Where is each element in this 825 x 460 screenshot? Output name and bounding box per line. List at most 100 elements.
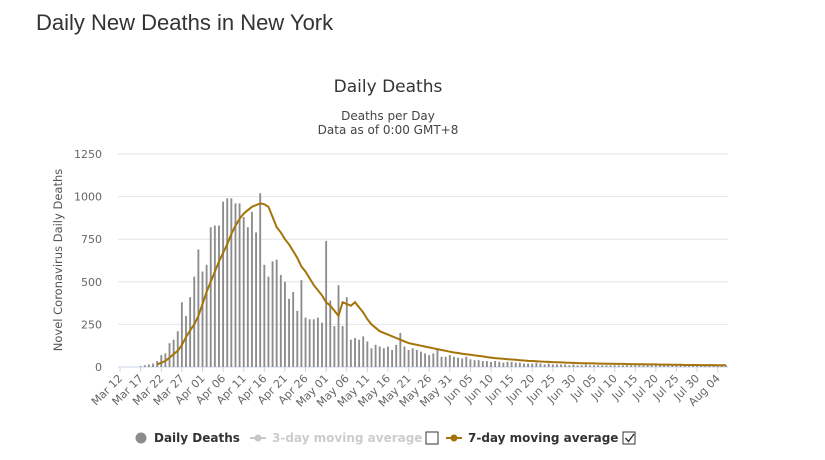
- y-tick-label: 1250: [74, 148, 102, 161]
- daily-deaths-bar: [251, 211, 253, 367]
- daily-deaths-bar: [465, 356, 468, 367]
- daily-deaths-bar: [642, 365, 645, 367]
- daily-deaths-bar: [510, 361, 513, 367]
- daily-deaths-bar: [238, 203, 241, 367]
- daily-deaths-bar: [708, 365, 711, 367]
- legend-item-seven-day-average[interactable]: 7-day moving average: [446, 431, 618, 445]
- daily-deaths-bar: [362, 336, 365, 367]
- daily-deaths-bar: [370, 348, 373, 367]
- daily-deaths-bar: [584, 364, 587, 367]
- daily-deaths-bar: [333, 326, 336, 367]
- legend-marker-daily-deaths: [135, 432, 147, 444]
- daily-deaths-bar: [147, 364, 150, 367]
- daily-deaths-bar: [341, 326, 344, 367]
- daily-deaths-bar: [193, 276, 196, 367]
- daily-deaths-bar: [230, 198, 233, 367]
- daily-deaths-bar: [432, 353, 435, 367]
- daily-deaths-bars: [139, 193, 727, 367]
- daily-deaths-bar: [523, 363, 525, 367]
- daily-deaths-bar: [617, 365, 620, 367]
- daily-deaths-bar: [663, 365, 666, 367]
- daily-deaths-bar: [366, 341, 369, 367]
- daily-deaths-bar: [494, 361, 497, 367]
- daily-deaths-bar: [420, 351, 422, 367]
- daily-deaths-bar: [597, 365, 600, 367]
- daily-deaths-bar: [518, 362, 521, 367]
- daily-deaths-bar: [609, 365, 612, 367]
- daily-deaths-bar: [358, 339, 361, 367]
- daily-deaths-bar: [634, 365, 637, 367]
- daily-deaths-bar: [213, 225, 216, 367]
- legend-label-daily-deaths: Daily Deaths: [154, 431, 240, 445]
- daily-deaths-bar: [626, 365, 628, 367]
- daily-deaths-bar: [354, 338, 356, 367]
- daily-deaths-bar: [461, 358, 464, 367]
- daily-deaths-bar: [308, 319, 311, 367]
- chart-subtitle-line1: Deaths per Day: [341, 109, 435, 123]
- daily-deaths-bar: [671, 365, 674, 367]
- y-axis-ticks: 0 250 500 750 1000 1250: [74, 148, 102, 374]
- daily-deaths-bar: [180, 302, 183, 367]
- legend-item-three-day-average[interactable]: 3-day moving average: [250, 431, 422, 445]
- daily-deaths-bar: [444, 356, 447, 367]
- daily-deaths-bar: [448, 355, 451, 367]
- daily-deaths-bar: [687, 365, 690, 367]
- daily-deaths-bar: [601, 365, 604, 367]
- daily-deaths-bar: [267, 276, 270, 367]
- legend-marker-seven-day-average: [450, 434, 458, 442]
- daily-deaths-bar: [568, 365, 571, 367]
- daily-deaths-bar: [630, 365, 633, 367]
- daily-deaths-bar: [255, 232, 258, 367]
- daily-deaths-bar: [349, 339, 352, 367]
- daily-deaths-bar: [457, 357, 459, 367]
- daily-deaths-bar: [403, 346, 406, 367]
- daily-deaths-bar: [288, 298, 290, 367]
- daily-deaths-bar: [391, 349, 394, 367]
- daily-deaths-bar: [139, 366, 142, 367]
- y-tick-label: 500: [81, 276, 102, 289]
- daily-deaths-bar: [296, 310, 299, 367]
- daily-deaths-bar: [234, 203, 237, 367]
- daily-deaths-bar: [490, 361, 492, 367]
- seven-day-average-checkbox[interactable]: [622, 431, 636, 445]
- daily-deaths-bar: [712, 365, 715, 367]
- daily-deaths-bar: [481, 361, 484, 367]
- y-tick-label: 0: [95, 361, 102, 374]
- daily-deaths-bar: [638, 365, 641, 367]
- daily-deaths-bar: [473, 360, 476, 367]
- daily-deaths-bar: [564, 364, 567, 367]
- daily-deaths-bar: [387, 346, 389, 367]
- daily-deaths-bar: [185, 315, 187, 367]
- daily-deaths-bar: [424, 353, 426, 367]
- daily-deaths-bar: [259, 193, 262, 367]
- daily-deaths-bar: [279, 274, 282, 367]
- daily-deaths-bar: [399, 332, 402, 367]
- legend-item-daily-deaths[interactable]: Daily Deaths: [135, 431, 240, 445]
- checkmark-icon: [624, 433, 635, 443]
- daily-deaths-bar: [621, 365, 624, 367]
- daily-deaths-bar: [337, 285, 340, 367]
- daily-deaths-bar: [205, 264, 208, 367]
- daily-deaths-bar: [683, 365, 686, 367]
- gridlines: [118, 153, 728, 368]
- daily-deaths-bar: [572, 364, 575, 367]
- daily-deaths-bar: [605, 365, 608, 367]
- daily-deaths-bar: [696, 365, 699, 367]
- daily-deaths-bar: [160, 355, 163, 367]
- daily-deaths-bar: [329, 300, 332, 367]
- y-tick-label: 750: [81, 233, 102, 246]
- daily-deaths-bar: [580, 365, 583, 367]
- daily-deaths-bar: [485, 361, 488, 367]
- legend-label-seven-day-average: 7-day moving average: [468, 431, 618, 445]
- daily-deaths-bar: [415, 349, 418, 367]
- daily-deaths-bar: [292, 292, 295, 367]
- daily-deaths-bar: [646, 365, 649, 367]
- daily-deaths-bar: [312, 319, 315, 367]
- three-day-average-checkbox[interactable]: [425, 431, 439, 445]
- seven-day-average-checkbox-box: [622, 431, 636, 445]
- daily-deaths-bar: [452, 356, 455, 367]
- daily-deaths-bar: [498, 361, 501, 367]
- daily-deaths-bar: [556, 364, 558, 367]
